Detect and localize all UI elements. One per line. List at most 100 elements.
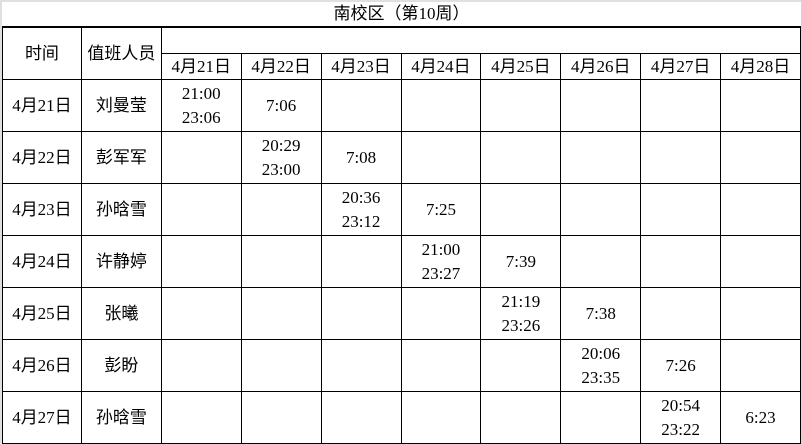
table-row: 4月27日 孙晗雪 20:54 23:22 6:23 — [2, 391, 801, 444]
start-time: 20:06 — [581, 343, 621, 363]
row-date: 4月23日 — [2, 183, 82, 236]
end-time: 23:06 — [181, 107, 221, 127]
empty-cell — [720, 287, 801, 340]
evening-times: 21:19 23:26 — [480, 287, 562, 340]
table-row: 4月23日 孙晗雪 20:36 23:12 7:25 — [2, 183, 801, 236]
end-time: 23:22 — [661, 419, 700, 439]
empty-cell — [320, 339, 402, 392]
start-time: 21:00 — [181, 83, 221, 103]
date-header: 4月23日 — [320, 53, 402, 80]
empty-cell — [480, 339, 562, 392]
evening-times: 20:54 23:22 — [640, 391, 722, 444]
table-row: 4月26日 彭盼 20:06 23:35 7:26 — [2, 339, 801, 392]
date-header: 4月26日 — [560, 53, 642, 80]
header-blank — [160, 26, 801, 54]
empty-cell — [560, 391, 642, 444]
empty-cell — [320, 391, 402, 444]
empty-cell — [400, 339, 482, 392]
empty-cell — [640, 287, 722, 340]
start-time: 20:36 — [341, 187, 381, 207]
empty-cell — [400, 391, 482, 444]
empty-cell — [560, 79, 642, 132]
row-name: 刘曼莹 — [80, 79, 162, 132]
empty-cell — [640, 235, 722, 288]
empty-cell — [560, 131, 642, 184]
date-header: 4月21日 — [160, 53, 242, 80]
row-name: 张曦 — [80, 287, 162, 340]
header-time: 时间 — [2, 26, 82, 80]
empty-cell — [640, 131, 722, 184]
empty-cell — [240, 183, 322, 236]
row-name: 孙晗雪 — [80, 391, 162, 444]
evening-times: 21:00 23:27 — [400, 235, 482, 288]
empty-cell — [160, 183, 242, 236]
row-date: 4月22日 — [2, 131, 82, 184]
empty-cell — [560, 183, 642, 236]
empty-cell — [720, 79, 801, 132]
end-time: 23:27 — [421, 263, 461, 283]
row-date: 4月27日 — [2, 391, 82, 444]
evening-times: 20:06 23:35 — [560, 339, 642, 392]
empty-cell — [400, 79, 482, 132]
empty-cell — [320, 235, 402, 288]
date-header: 4月22日 — [240, 53, 322, 80]
table-row: 4月22日 彭军军 20:29 23:00 7:08 — [2, 131, 801, 184]
table-row: 4月21日 刘曼莹 21:00 23:06 7:06 — [2, 79, 801, 132]
morning-time: 7:25 — [400, 183, 482, 236]
date-header: 4月25日 — [480, 53, 562, 80]
empty-cell — [240, 339, 322, 392]
row-date: 4月26日 — [2, 339, 82, 392]
start-time: 21:00 — [421, 239, 461, 259]
empty-cell — [320, 79, 402, 132]
empty-cell — [160, 235, 242, 288]
date-header: 4月27日 — [640, 53, 722, 80]
row-name: 彭军军 — [80, 131, 162, 184]
row-name: 许静婷 — [80, 235, 162, 288]
row-name: 孙晗雪 — [80, 183, 162, 236]
row-name: 彭盼 — [80, 339, 162, 392]
empty-cell — [160, 391, 242, 444]
empty-cell — [720, 183, 801, 236]
empty-cell — [400, 131, 482, 184]
evening-times: 21:00 23:06 — [160, 79, 242, 132]
empty-cell — [720, 339, 801, 392]
table-row: 4月25日 张曦 21:19 23:26 7:38 — [2, 287, 801, 340]
empty-cell — [240, 287, 322, 340]
empty-cell — [240, 391, 322, 444]
morning-time: 7:06 — [240, 79, 322, 132]
evening-times: 20:36 23:12 — [320, 183, 402, 236]
end-time: 23:35 — [581, 367, 621, 387]
empty-cell — [480, 131, 562, 184]
row-date: 4月24日 — [2, 235, 82, 288]
empty-cell — [160, 131, 242, 184]
evening-times: 20:29 23:00 — [240, 131, 322, 184]
row-date: 4月21日 — [2, 79, 82, 132]
end-time: 23:00 — [261, 159, 301, 179]
end-time: 23:26 — [501, 315, 541, 335]
morning-time: 7:08 — [320, 131, 402, 184]
table-row: 4月24日 许静婷 21:00 23:27 7:39 — [2, 235, 801, 288]
morning-time: 7:26 — [640, 339, 722, 392]
start-time: 21:19 — [501, 291, 541, 311]
date-header: 4月24日 — [400, 53, 482, 80]
empty-cell — [480, 79, 562, 132]
empty-cell — [400, 287, 482, 340]
start-time: 20:29 — [261, 135, 301, 155]
date-header: 4月28日 — [720, 53, 801, 80]
empty-cell — [160, 339, 242, 392]
empty-cell — [320, 287, 402, 340]
empty-cell — [720, 131, 801, 184]
empty-cell — [160, 287, 242, 340]
header-staff: 值班人员 — [80, 26, 162, 80]
morning-time: 7:39 — [480, 235, 562, 288]
empty-cell — [640, 183, 722, 236]
table-title: 南校区（第10周） — [2, 2, 801, 28]
morning-time: 7:38 — [560, 287, 642, 340]
row-date: 4月25日 — [2, 287, 82, 340]
morning-time: 6:23 — [720, 391, 801, 444]
start-time: 20:54 — [661, 395, 700, 415]
empty-cell — [480, 391, 562, 444]
empty-cell — [240, 235, 322, 288]
